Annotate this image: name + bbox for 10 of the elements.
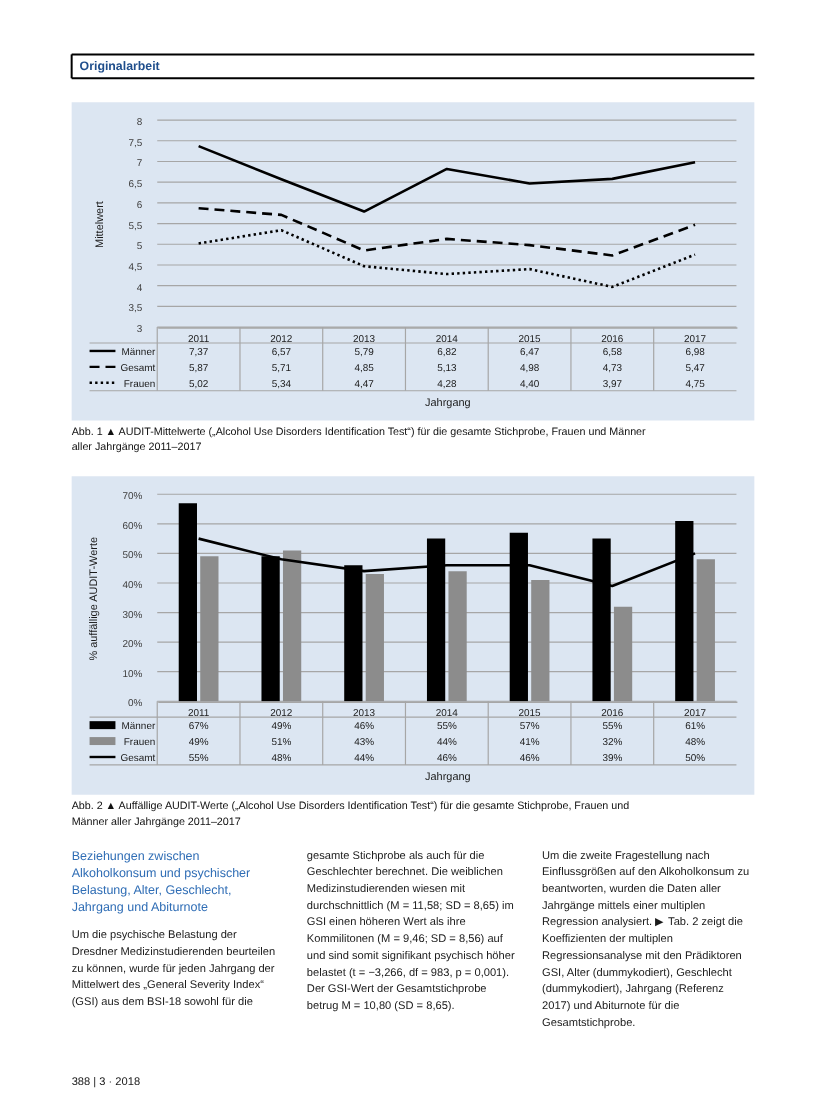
bar: [200, 556, 219, 702]
bar: [448, 571, 467, 702]
bar: [531, 580, 550, 702]
line-series: [197, 228, 697, 289]
bar: [613, 606, 633, 702]
bar: [696, 559, 715, 702]
line-series: [197, 144, 697, 213]
line-series: [197, 206, 697, 257]
bar: [365, 574, 384, 702]
bar: [282, 550, 302, 702]
